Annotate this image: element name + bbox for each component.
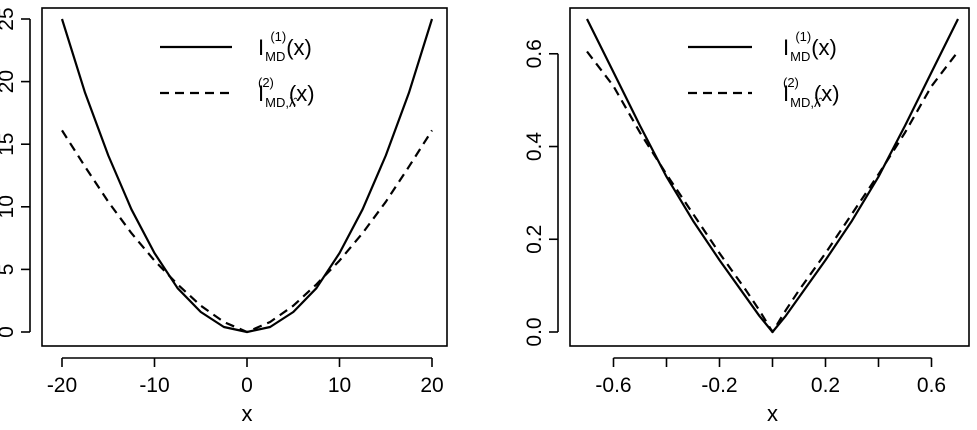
x-tick-label: -0.6 [595, 374, 631, 397]
x-tick-label: -10 [139, 374, 169, 397]
y-tick-label: 25 [0, 7, 18, 30]
legend-label: IMD,λ̂(2) (x) [258, 75, 315, 110]
y-tick-label: 0 [0, 326, 18, 338]
x-tick-label: 0.6 [917, 374, 946, 397]
series-line-dashed [61, 129, 433, 334]
right-panel: -0.6 -0.2 0.2 0.6 x 0.0 0.2 0.4 0.6 IMD(1)(x) IMD,… [523, 7, 970, 426]
y-tick-label: 5 [0, 264, 18, 276]
legend-label: IMD(1)(x) [783, 29, 837, 64]
x-tick-label: 0 [241, 374, 253, 397]
x-tick-label: 0.2 [811, 374, 840, 397]
series-line-solid [60, 18, 434, 334]
x-axis-title: x [242, 401, 253, 426]
legend-label: IMD,λ̂(2) (x) [783, 75, 840, 110]
y-tick-label: 15 [0, 133, 18, 156]
y-tick-label: 20 [0, 70, 18, 93]
x-tick-label: -20 [47, 374, 77, 397]
x-axis-title: x [767, 401, 778, 426]
left-panel: -20 -10 0 10 20 x 0 5 10 15 20 25 IMD(1)(x) IMD,λ̂(2)… [0, 7, 448, 426]
y-tick-label: 10 [0, 195, 18, 218]
series-line-dashed [586, 50, 959, 334]
plot-frame [569, 7, 970, 347]
plot-frame [41, 7, 448, 347]
y-tick-label: 0.0 [523, 317, 546, 346]
x-tick-label: 10 [328, 374, 351, 397]
y-tick-label: 0.4 [523, 132, 546, 162]
legend-label: IMD(1)(x) [258, 29, 312, 64]
x-tick-label: 20 [420, 374, 443, 397]
x-tick-label: -0.2 [701, 374, 737, 397]
series-line-solid [586, 18, 959, 334]
y-tick-label: 0.2 [523, 225, 546, 254]
y-tick-label: 0.6 [523, 39, 546, 68]
